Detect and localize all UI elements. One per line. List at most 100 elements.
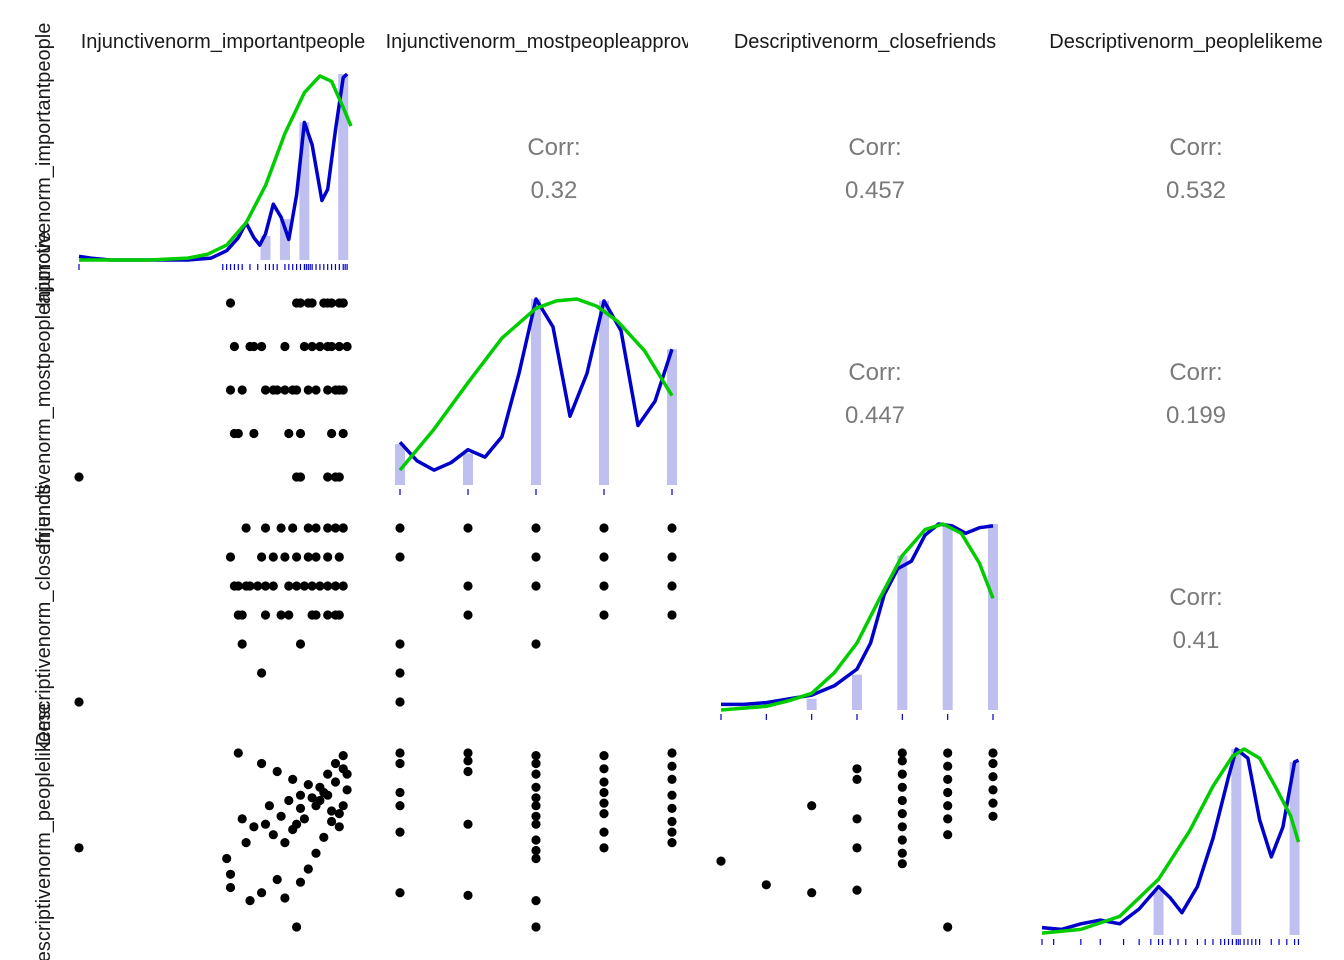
scatter-point bbox=[303, 780, 313, 790]
scatter-point bbox=[852, 774, 862, 785]
scatter-point bbox=[257, 668, 267, 678]
scatter-point bbox=[74, 697, 84, 707]
scatter-point bbox=[307, 341, 317, 352]
scatter-point bbox=[268, 830, 278, 840]
histogram-bar bbox=[1153, 890, 1164, 935]
scatter-point bbox=[463, 756, 473, 766]
scatter-point bbox=[299, 581, 309, 591]
scatter-point bbox=[225, 552, 236, 562]
scatter-point bbox=[463, 523, 473, 533]
scatter-point bbox=[716, 856, 726, 866]
scatter-point bbox=[272, 874, 282, 885]
scatter-point bbox=[303, 523, 313, 533]
scatter-point bbox=[531, 835, 541, 845]
scatter-point bbox=[284, 610, 294, 620]
normal-fit-line bbox=[720, 522, 995, 712]
density-panel bbox=[78, 72, 353, 270]
row-title: Descriptivenorm_closefriends bbox=[33, 484, 55, 746]
scatter-point bbox=[292, 552, 302, 562]
scatter-point bbox=[943, 787, 953, 798]
scatter-point bbox=[897, 848, 907, 858]
scatter-point bbox=[395, 748, 405, 758]
corr-value: 0.447 bbox=[845, 402, 905, 429]
scatter-point bbox=[257, 341, 267, 352]
histogram-bar bbox=[338, 74, 349, 260]
scatter-point bbox=[292, 298, 302, 308]
scatter-point bbox=[307, 610, 317, 620]
column-title: Descriptivenorm_closefriends bbox=[734, 31, 996, 53]
corr-panel: Corr: 0.447 bbox=[845, 359, 905, 429]
scatter-point bbox=[943, 814, 953, 824]
scatter-point bbox=[667, 816, 677, 827]
scatter-point bbox=[338, 428, 348, 439]
histogram-bar bbox=[599, 300, 609, 485]
scatter-point bbox=[599, 610, 609, 620]
scatter-point bbox=[334, 385, 344, 395]
scatter-point bbox=[303, 552, 313, 562]
scatter-point bbox=[323, 472, 333, 482]
scatter-point bbox=[395, 697, 405, 707]
scatter-point bbox=[295, 803, 306, 814]
corr-label: Corr: bbox=[1169, 359, 1222, 386]
density-line bbox=[1041, 747, 1300, 932]
scatter-point bbox=[330, 581, 341, 591]
density-panel bbox=[1041, 747, 1301, 945]
histogram-bar bbox=[897, 555, 908, 710]
scatter-point bbox=[531, 922, 541, 932]
scatter-point bbox=[330, 777, 341, 787]
density-panel bbox=[395, 297, 677, 495]
scatter-point bbox=[988, 811, 998, 821]
scatter-point bbox=[257, 552, 267, 562]
scatter-point bbox=[761, 880, 771, 890]
scatter-point bbox=[599, 787, 609, 798]
scatter-point bbox=[284, 428, 294, 439]
scatter-point bbox=[264, 801, 274, 811]
corr-panel: Corr: 0.32 bbox=[527, 134, 580, 204]
histogram-bar bbox=[667, 349, 677, 485]
scatter-point bbox=[395, 668, 405, 678]
scatter-point bbox=[897, 822, 907, 832]
scatter-panel bbox=[716, 748, 998, 932]
scatter-point bbox=[280, 893, 290, 903]
scatter-point bbox=[323, 581, 333, 591]
scatter-point bbox=[299, 814, 309, 824]
scatter-point bbox=[897, 809, 907, 819]
scatter-point bbox=[276, 811, 286, 821]
scatter-point bbox=[667, 761, 677, 771]
scatter-point bbox=[395, 787, 405, 798]
corr-value: 0.532 bbox=[1166, 177, 1226, 204]
scatter-point bbox=[531, 819, 541, 829]
scatter-point bbox=[463, 766, 473, 777]
scatter-point bbox=[260, 523, 271, 533]
row-title: Descriptivenorm_peoplelikeme bbox=[33, 703, 55, 960]
histogram-bar bbox=[988, 524, 998, 710]
histogram-bar bbox=[299, 122, 310, 260]
scatter-point bbox=[268, 552, 278, 562]
scatter-point bbox=[463, 890, 473, 901]
corr-value: 0.199 bbox=[1166, 402, 1226, 429]
row-title: Injunctivenorm_mostpeopleapprove bbox=[33, 232, 55, 549]
scatter-panel bbox=[395, 748, 677, 932]
scatter-point bbox=[272, 766, 282, 777]
scatter-point bbox=[667, 523, 677, 533]
scatter-point bbox=[315, 795, 325, 806]
scatter-point bbox=[284, 581, 294, 591]
scatter-point bbox=[260, 819, 271, 829]
scatter-point bbox=[288, 523, 298, 533]
scatter-point bbox=[330, 523, 341, 533]
density-panel bbox=[720, 522, 998, 720]
scatter-point bbox=[307, 793, 317, 803]
scatter-point bbox=[334, 809, 344, 819]
scatter-point bbox=[338, 523, 348, 533]
scatter-point bbox=[241, 523, 251, 533]
scatter-point bbox=[667, 552, 677, 562]
scatter-point bbox=[222, 853, 232, 864]
scatter-point bbox=[225, 869, 236, 879]
scatter-point bbox=[311, 848, 321, 858]
scatter-point bbox=[599, 777, 609, 787]
histogram-bar bbox=[279, 219, 290, 260]
scatter-point bbox=[280, 552, 290, 562]
scatter-point bbox=[295, 790, 306, 800]
scatter-point bbox=[599, 827, 609, 837]
